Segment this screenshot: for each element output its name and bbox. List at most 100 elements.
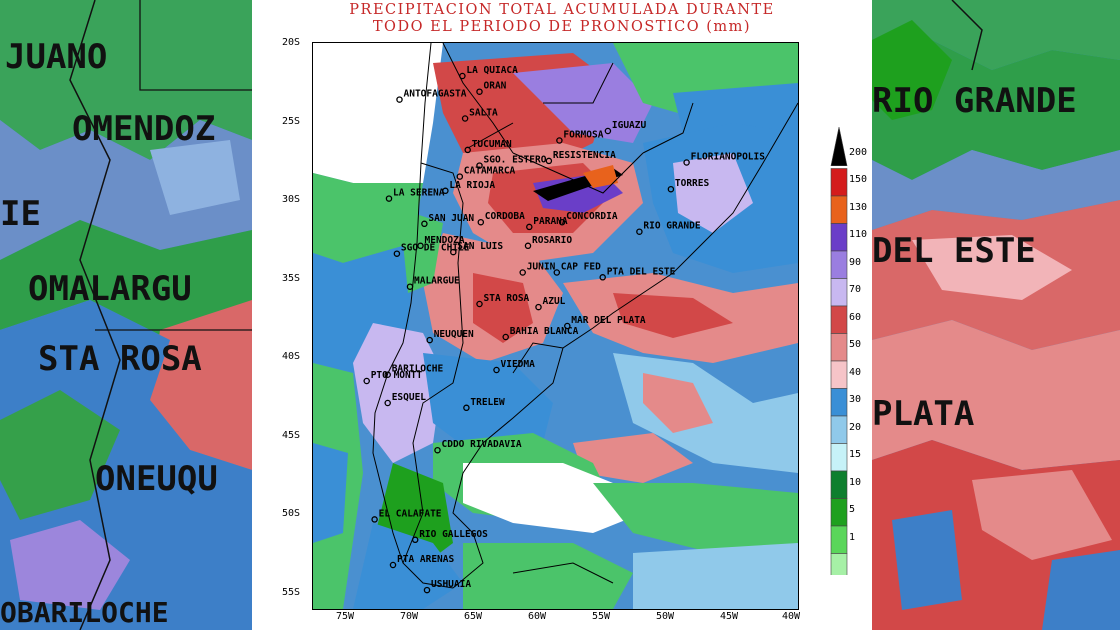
city-label: CATAMARCA [464, 166, 516, 177]
lon-label: 75W [336, 611, 355, 622]
city-dot [417, 242, 424, 250]
legend-swatch [830, 498, 848, 527]
city-marker: SALTA [461, 108, 498, 122]
lat-label: 40S [282, 351, 301, 362]
city-label: IGUAZU [612, 120, 647, 131]
lat-label: 55S [282, 587, 301, 598]
city-label: ANTOFAGASTA [404, 89, 467, 100]
legend-label: 10 [849, 477, 862, 488]
city-marker: JUNIN [519, 262, 556, 276]
legend-swatch [830, 443, 848, 472]
coastlines [372, 43, 798, 589]
city-dot [393, 250, 401, 257]
city-layer: ANTOFAGASTA LA QUIACA ORAN SALTA FORMOSA IGUA… [363, 65, 765, 594]
city-dot [442, 187, 449, 195]
legend-swatch [830, 388, 848, 417]
city-label: SAN JUAN [428, 213, 474, 224]
lon-label: 50W [656, 611, 675, 622]
city-marker: LA SERENA [385, 188, 445, 202]
city-label: LA SERENA [393, 188, 445, 199]
legend-swatch [830, 333, 848, 362]
city-label: ORAN [484, 81, 507, 92]
legend-swatch [830, 360, 848, 389]
city-marker: STA ROSA [476, 293, 530, 308]
legend-swatch [830, 470, 848, 499]
city-marker: EL CALAFATE [371, 508, 442, 523]
legend-label: 90 [849, 257, 862, 268]
city-marker: MENDOZA [417, 235, 465, 250]
zoom-left-label: JUANO [5, 37, 107, 77]
city-dot [463, 404, 470, 412]
city-label: CONCORDIA [566, 211, 618, 222]
city-marker: PTO MONTT [363, 370, 422, 385]
city-label: PTA DEL ESTE [607, 266, 676, 277]
city-label: RIO GRANDE [643, 221, 700, 232]
city-marker: TRELEW [463, 397, 505, 412]
city-marker: RIO GALLEGOS [411, 529, 488, 544]
forecast-map-figure: PRECIPITACION TOTAL ACUMULADA DURANTE TO… [252, 0, 872, 630]
city-marker: PARANA [526, 216, 568, 231]
city-dot [459, 72, 466, 80]
city-marker: RIO GRANDE [636, 221, 701, 235]
city-dot [535, 303, 542, 311]
city-dot [599, 274, 606, 281]
city-label: SGO. ESTERO [484, 155, 547, 166]
city-dot [384, 371, 391, 378]
city-dot [476, 88, 483, 95]
city-marker: BAHIA BLANCA [502, 326, 579, 341]
city-dot [667, 185, 675, 193]
city-dot [389, 561, 397, 569]
city-dot [411, 536, 419, 544]
city-marker: ANTOFAGASTA [396, 89, 467, 103]
city-label: SGO DE CHILE [401, 243, 470, 254]
city-label: STA ROSA [484, 293, 530, 304]
legend-swatch [830, 553, 848, 575]
city-marker: CDDO RIVADAVIA [434, 439, 522, 454]
city-dot [385, 195, 393, 202]
city-marker: AZUL [535, 296, 566, 311]
city-label: NEUQUEN [434, 329, 474, 340]
zoom-right-label: RIO GRANDE [872, 81, 1077, 121]
city-dot [683, 159, 690, 166]
lon-label: 65W [464, 611, 483, 622]
city-label: AZUL [543, 296, 566, 307]
city-marker: SAN JUAN [421, 213, 474, 228]
city-marker: CONCORDIA [558, 211, 618, 226]
legend-label: 20 [849, 422, 862, 433]
legend-swatch [830, 168, 848, 197]
city-label: ESQUEL [392, 392, 427, 403]
city-dot [526, 223, 533, 231]
city-marker: MAR DEL PLATA [564, 315, 646, 330]
city-marker: CATAMARCA [456, 166, 516, 180]
city-marker: ROSARIO [524, 235, 572, 250]
city-dot [553, 269, 561, 276]
city-marker: BARILOCHE [384, 364, 443, 378]
city-label: PARANA [533, 216, 568, 227]
legend-swatch [830, 525, 848, 554]
city-marker: MALARGUE [406, 276, 460, 290]
city-dot [476, 162, 483, 169]
city-marker: SAN LUIS [450, 241, 503, 256]
lon-label: 70W [400, 611, 419, 622]
legend-swatch [830, 415, 848, 444]
zoom-left-label: OMENDOZ [72, 109, 215, 149]
city-marker: SGO. ESTERO [476, 155, 547, 169]
lat-label: 35S [282, 273, 301, 284]
city-marker: TUCUMAN [464, 139, 512, 154]
city-dot [456, 173, 464, 180]
lat-label: 25S [282, 116, 301, 127]
city-marker: PTA DEL ESTE [599, 266, 676, 281]
city-marker: LA RIOJA [442, 180, 495, 195]
legend-swatch [830, 250, 848, 279]
city-label: MALARGUE [414, 276, 460, 287]
legend-label: 40 [849, 367, 862, 378]
legend-label: 110 [849, 229, 868, 240]
city-label: MAR DEL PLATA [571, 315, 646, 326]
lon-label: 45W [720, 611, 739, 622]
city-dot [434, 446, 441, 454]
zoom-left-label: OBARILOCHE [0, 596, 169, 629]
city-label: BAHIA BLANCA [510, 326, 579, 337]
city-marker: FORMOSA [556, 130, 604, 144]
city-marker: FLORIANOPOLIS [683, 152, 765, 166]
city-marker: CORDOBA [477, 211, 525, 226]
